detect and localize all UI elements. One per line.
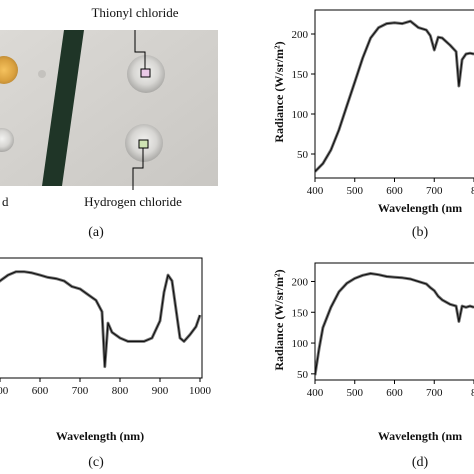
thionyl-box — [140, 68, 151, 78]
spectrum-line — [315, 272, 474, 376]
y-tick-label: 50 — [297, 149, 309, 161]
x-axis-label: Wavelength (nm — [378, 429, 462, 443]
black-strip — [42, 30, 84, 186]
hcl-box — [138, 139, 149, 149]
thionyl-leader — [134, 30, 146, 69]
photo-background — [0, 26, 218, 186]
x-axis-label: Wavelength (nm — [378, 201, 462, 215]
x-tick-label: 700 — [72, 385, 89, 397]
y-tick-label: 200 — [292, 29, 309, 41]
x-tick-label: 700 — [426, 387, 443, 399]
photo-top-margin — [0, 0, 218, 30]
photo-panel: Thionyl chloride Hydrogen chloride d — [0, 0, 218, 209]
x-tick-label: 600 — [386, 185, 403, 197]
chart-d: 50 100 150 200 Radiance (W/sr/m²) 400 500 600 70… — [272, 262, 474, 443]
x-tick-label: 900 — [152, 385, 169, 397]
hcl-leader — [132, 148, 144, 190]
orange-sample — [0, 56, 18, 84]
x-tick-label: 600 — [386, 387, 403, 399]
y-tick-label: 200 — [292, 276, 309, 288]
x-tick-label: 500 — [0, 385, 9, 397]
hcl-label: Hydrogen chloride — [84, 194, 182, 209]
y-axis-label: Radiance (W/sr/m²) — [272, 269, 286, 370]
panel-letter-d: (d) — [412, 455, 429, 470]
x-tick-label: 8 — [471, 185, 474, 197]
y-tick-label: 100 — [292, 338, 309, 350]
left-drop — [0, 128, 14, 152]
y-axis-label: Radiance (W/sr/m²) — [272, 41, 286, 142]
panel-letter-a: (a) — [88, 225, 104, 240]
partial-label: d — [2, 194, 9, 209]
plot-frame — [314, 262, 474, 381]
x-tick-label: 400 — [307, 185, 324, 197]
panel-letter-b: (b) — [412, 225, 429, 240]
thionyl-label: Thionyl chloride — [91, 5, 178, 20]
x-tick-label: 8 — [471, 387, 474, 399]
x-axis-label: Wavelength (nm) — [56, 429, 144, 443]
spectrum-band — [315, 272, 474, 376]
x-tick-label: 800 — [112, 385, 129, 397]
y-tick-label: 150 — [292, 307, 309, 319]
panel-letter-c: (c) — [88, 455, 104, 470]
small-mark — [38, 70, 46, 78]
spectrum-line — [0, 271, 201, 368]
spectrum-line — [315, 20, 474, 173]
x-tick-label: 400 — [307, 387, 324, 399]
x-tick-label: 500 — [347, 387, 364, 399]
x-tick-label: 700 — [426, 185, 443, 197]
plot-frame — [0, 257, 203, 379]
y-tick-label: 50 — [297, 369, 309, 381]
y-tick-label: 150 — [292, 69, 309, 81]
chart-c: 500 600 700 800 900 1000 Wavelength (nm) — [0, 257, 212, 443]
spectrum-band — [315, 19, 474, 173]
x-tick-label: 600 — [32, 385, 49, 397]
chart-b: 50 100 150 200 Radiance (W/sr/m²) 400 500 600 70… — [272, 9, 474, 215]
x-tick-label: 1000 — [189, 385, 212, 397]
spectrum-band — [0, 270, 202, 369]
y-tick-label: 100 — [292, 109, 309, 121]
plot-frame — [314, 9, 474, 179]
x-tick-label: 500 — [347, 185, 364, 197]
